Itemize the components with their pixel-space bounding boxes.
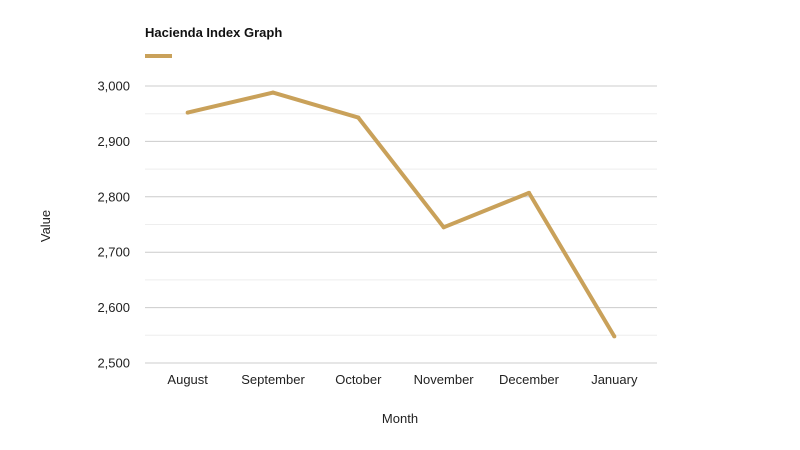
x-tick-label: January (591, 372, 638, 387)
major-gridlines (145, 85, 657, 364)
x-tick-label: November (414, 372, 475, 387)
data-points (185, 90, 617, 339)
data-point (185, 110, 190, 115)
data-point (527, 190, 531, 195)
x-tick-label: October (335, 372, 382, 387)
data-point (356, 115, 361, 120)
y-tick-label: 2,600 (97, 300, 130, 315)
y-tick-label: 2,900 (97, 134, 130, 149)
minor-gridlines (145, 113, 657, 336)
y-tick-label: 2,700 (97, 245, 130, 260)
data-point (612, 334, 617, 339)
x-axis-title: Month (382, 411, 418, 426)
x-tick-label: August (167, 372, 208, 387)
y-tick-label: 2,800 (97, 189, 130, 204)
data-point (441, 225, 446, 230)
x-tick-label: December (499, 372, 560, 387)
y-axis-tick-labels: 2,500 2,600 2,700 2,800 2,900 3,000 (97, 79, 130, 371)
legend-label: Hacienda Index Graph (145, 25, 282, 40)
y-tick-label: 2,500 (97, 356, 130, 371)
y-tick-label: 3,000 (97, 79, 130, 94)
x-axis-tick-labels: August September October November December Ja… (167, 372, 638, 387)
x-tick-label: September (241, 372, 305, 387)
series-line (187, 90, 617, 338)
legend: Hacienda Index Graph (145, 25, 282, 58)
y-axis-title: Value (38, 210, 53, 242)
data-point (271, 90, 275, 95)
